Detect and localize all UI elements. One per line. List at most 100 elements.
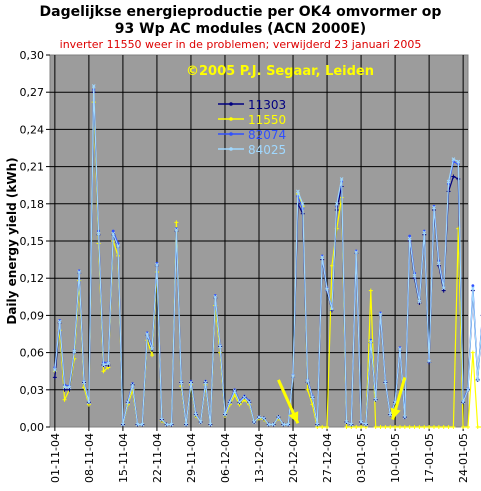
data-point	[383, 380, 388, 385]
data-point	[388, 425, 393, 429]
data-point	[330, 307, 334, 312]
data-point	[271, 422, 276, 427]
data-point	[325, 287, 329, 292]
data-point	[140, 422, 145, 427]
data-point	[96, 231, 101, 236]
data-point	[475, 378, 480, 382]
data-point	[441, 425, 446, 429]
data-point	[159, 417, 164, 422]
chart-subtitle: inverter 11550 weer in de problemen; ver…	[59, 38, 422, 51]
data-point	[325, 425, 330, 429]
data-point	[388, 412, 393, 417]
data-point	[53, 368, 57, 372]
data-point	[227, 400, 232, 405]
data-point	[189, 380, 193, 385]
data-point	[179, 380, 184, 385]
legend-label-82074: 82074	[248, 128, 286, 142]
y-tick-label: 0,15	[20, 235, 45, 248]
data-point	[451, 157, 456, 162]
data-point	[193, 412, 198, 417]
copyright-text: ©2005 P.J. Segaar, Leiden	[186, 64, 374, 79]
series-layer	[52, 84, 481, 429]
annotation-arrow-head	[390, 407, 401, 420]
data-point	[242, 395, 247, 400]
x-tick-label: 13-12-04	[253, 433, 266, 483]
data-point	[67, 385, 72, 390]
data-point	[296, 189, 300, 194]
data-point	[174, 227, 179, 232]
y-axis: 0,00 0,03 0,06 0,09 0,12 0,15 0,18 0,21 0,24 0,27…	[20, 49, 50, 434]
data-point	[471, 286, 475, 290]
data-point	[408, 234, 412, 238]
data-point	[417, 299, 422, 304]
data-point	[470, 350, 475, 355]
data-point	[344, 420, 349, 424]
y-axis-label: Daily energy yield (kWh)	[5, 157, 19, 324]
data-point	[446, 425, 451, 429]
data-point	[373, 425, 378, 429]
data-point	[412, 273, 417, 278]
data-point	[364, 422, 368, 427]
data-point	[339, 177, 344, 181]
y-tick-label: 0,09	[20, 309, 45, 322]
legend-marker-11303	[229, 102, 233, 106]
y-tick-label: 0,27	[20, 86, 45, 99]
data-point	[125, 400, 130, 405]
x-tick-label: 15-11-04	[117, 433, 130, 483]
data-point	[368, 339, 373, 344]
data-point	[198, 420, 203, 424]
grid-lines	[50, 55, 468, 427]
data-point	[155, 262, 159, 267]
data-point	[461, 425, 466, 429]
data-point	[101, 369, 106, 374]
data-point	[62, 385, 67, 390]
data-point	[72, 349, 77, 354]
data-point	[475, 425, 480, 429]
legend-label-11303: 11303	[248, 98, 286, 112]
data-point	[359, 425, 364, 429]
y-tick-label: 0,24	[20, 123, 45, 136]
data-point	[431, 425, 436, 429]
data-point	[52, 375, 57, 380]
data-point	[111, 229, 115, 233]
y-tick-label: 0,12	[20, 272, 45, 285]
data-point	[383, 425, 388, 429]
data-point	[213, 294, 218, 299]
data-point	[106, 361, 111, 366]
data-point	[315, 422, 320, 427]
data-point	[184, 422, 188, 427]
data-point	[310, 395, 315, 400]
x-tick-label: 24-01-05	[457, 433, 470, 483]
x-tick-label: 10-01-05	[389, 433, 402, 483]
data-point	[354, 425, 359, 429]
data-point	[257, 415, 261, 419]
series-84025	[53, 84, 481, 427]
data-point	[329, 263, 334, 268]
data-point	[223, 412, 227, 417]
data-point	[62, 387, 67, 392]
data-point	[461, 400, 465, 405]
series-line-84025	[54, 85, 481, 426]
chart-title-line2: 93 Wp AC modules (ACN 2000E)	[114, 21, 367, 37]
data-point	[359, 420, 363, 424]
data-point	[145, 332, 150, 336]
data-point	[266, 422, 271, 427]
data-point	[203, 380, 208, 385]
data-point	[451, 174, 456, 179]
data-point	[62, 397, 67, 402]
data-point	[150, 353, 155, 358]
legend-marker-11550	[229, 117, 233, 121]
data-point	[422, 230, 427, 235]
x-tick-label: 22-11-04	[151, 433, 164, 483]
x-tick-label: 08-11-04	[83, 433, 96, 483]
annotation-layer	[277, 376, 407, 424]
data-point	[441, 288, 446, 293]
data-point	[300, 201, 305, 206]
data-point	[291, 374, 295, 379]
data-point	[436, 425, 441, 429]
data-point	[320, 255, 325, 259]
data-point	[208, 422, 213, 427]
data-point	[344, 425, 349, 429]
